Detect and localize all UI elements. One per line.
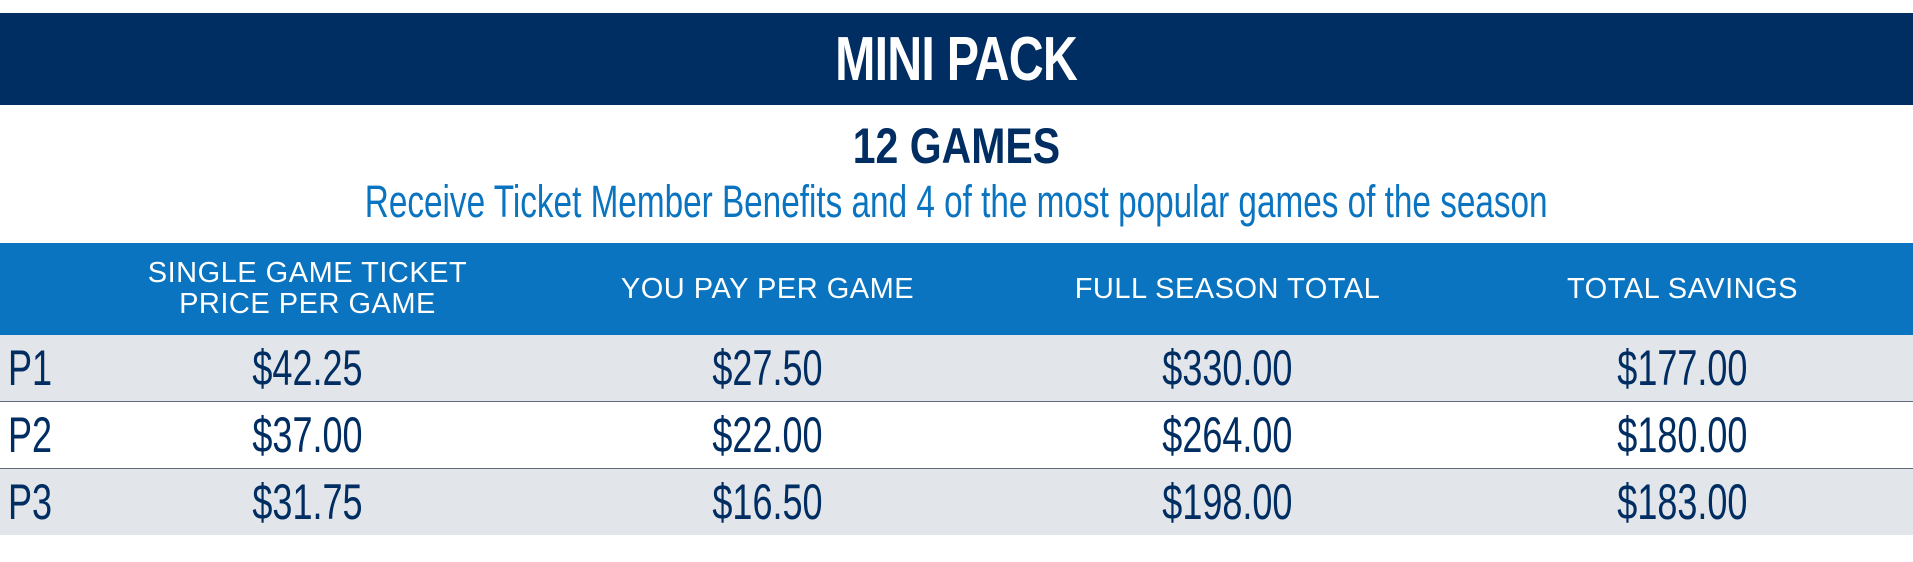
season-total-cell: $198.00 <box>1162 474 1293 530</box>
you-pay-cell: $16.50 <box>712 474 823 530</box>
header-single-game-price-line-1: SINGLE GAME TICKET <box>147 257 468 289</box>
table-row: P1 $42.25 $27.50 $330.00 $177.00 <box>0 335 1913 402</box>
season-total-cell: $330.00 <box>1162 340 1293 396</box>
row-label: P2 <box>8 407 53 463</box>
you-pay-cell: $22.00 <box>712 407 823 463</box>
header-total-savings: TOTAL SAVINGS <box>1566 272 1799 305</box>
subtitle-text: Receive Ticket Member Benefits and 4 of … <box>365 176 1548 227</box>
header-single-game-price: SINGLE GAME TICKET PRICE PER GAME <box>110 243 505 335</box>
pricing-table: SINGLE GAME TICKET PRICE PER GAME YOU PA… <box>0 243 1913 535</box>
header-you-pay: YOU PAY PER GAME <box>620 272 915 305</box>
games-count-text: 12 GAMES <box>852 118 1061 174</box>
total-savings-cell: $177.00 <box>1617 340 1748 396</box>
single-game-price-cell: $31.75 <box>252 474 363 530</box>
row-label: P3 <box>8 474 53 530</box>
page-title: MINI PACK <box>835 24 1079 94</box>
header-season-total: FULL SEASON TOTAL <box>1074 272 1381 305</box>
single-game-price-cell: $37.00 <box>252 407 363 463</box>
title-banner: MINI PACK <box>0 13 1913 105</box>
subtitle: Receive Ticket Member Benefits and 4 of … <box>0 176 1913 228</box>
total-savings-cell: $180.00 <box>1617 407 1748 463</box>
row-label: P1 <box>8 340 53 396</box>
table-row: P3 $31.75 $16.50 $198.00 $183.00 <box>0 469 1913 535</box>
season-total-cell: $264.00 <box>1162 407 1293 463</box>
you-pay-cell: $27.50 <box>712 340 823 396</box>
table-header: SINGLE GAME TICKET PRICE PER GAME YOU PA… <box>0 243 1913 335</box>
header-single-game-price-line-2: PRICE PER GAME <box>179 288 436 320</box>
table-row: P2 $37.00 $22.00 $264.00 $180.00 <box>0 402 1913 469</box>
total-savings-cell: $183.00 <box>1617 474 1748 530</box>
games-count: 12 GAMES <box>0 118 1913 174</box>
single-game-price-cell: $42.25 <box>252 340 363 396</box>
